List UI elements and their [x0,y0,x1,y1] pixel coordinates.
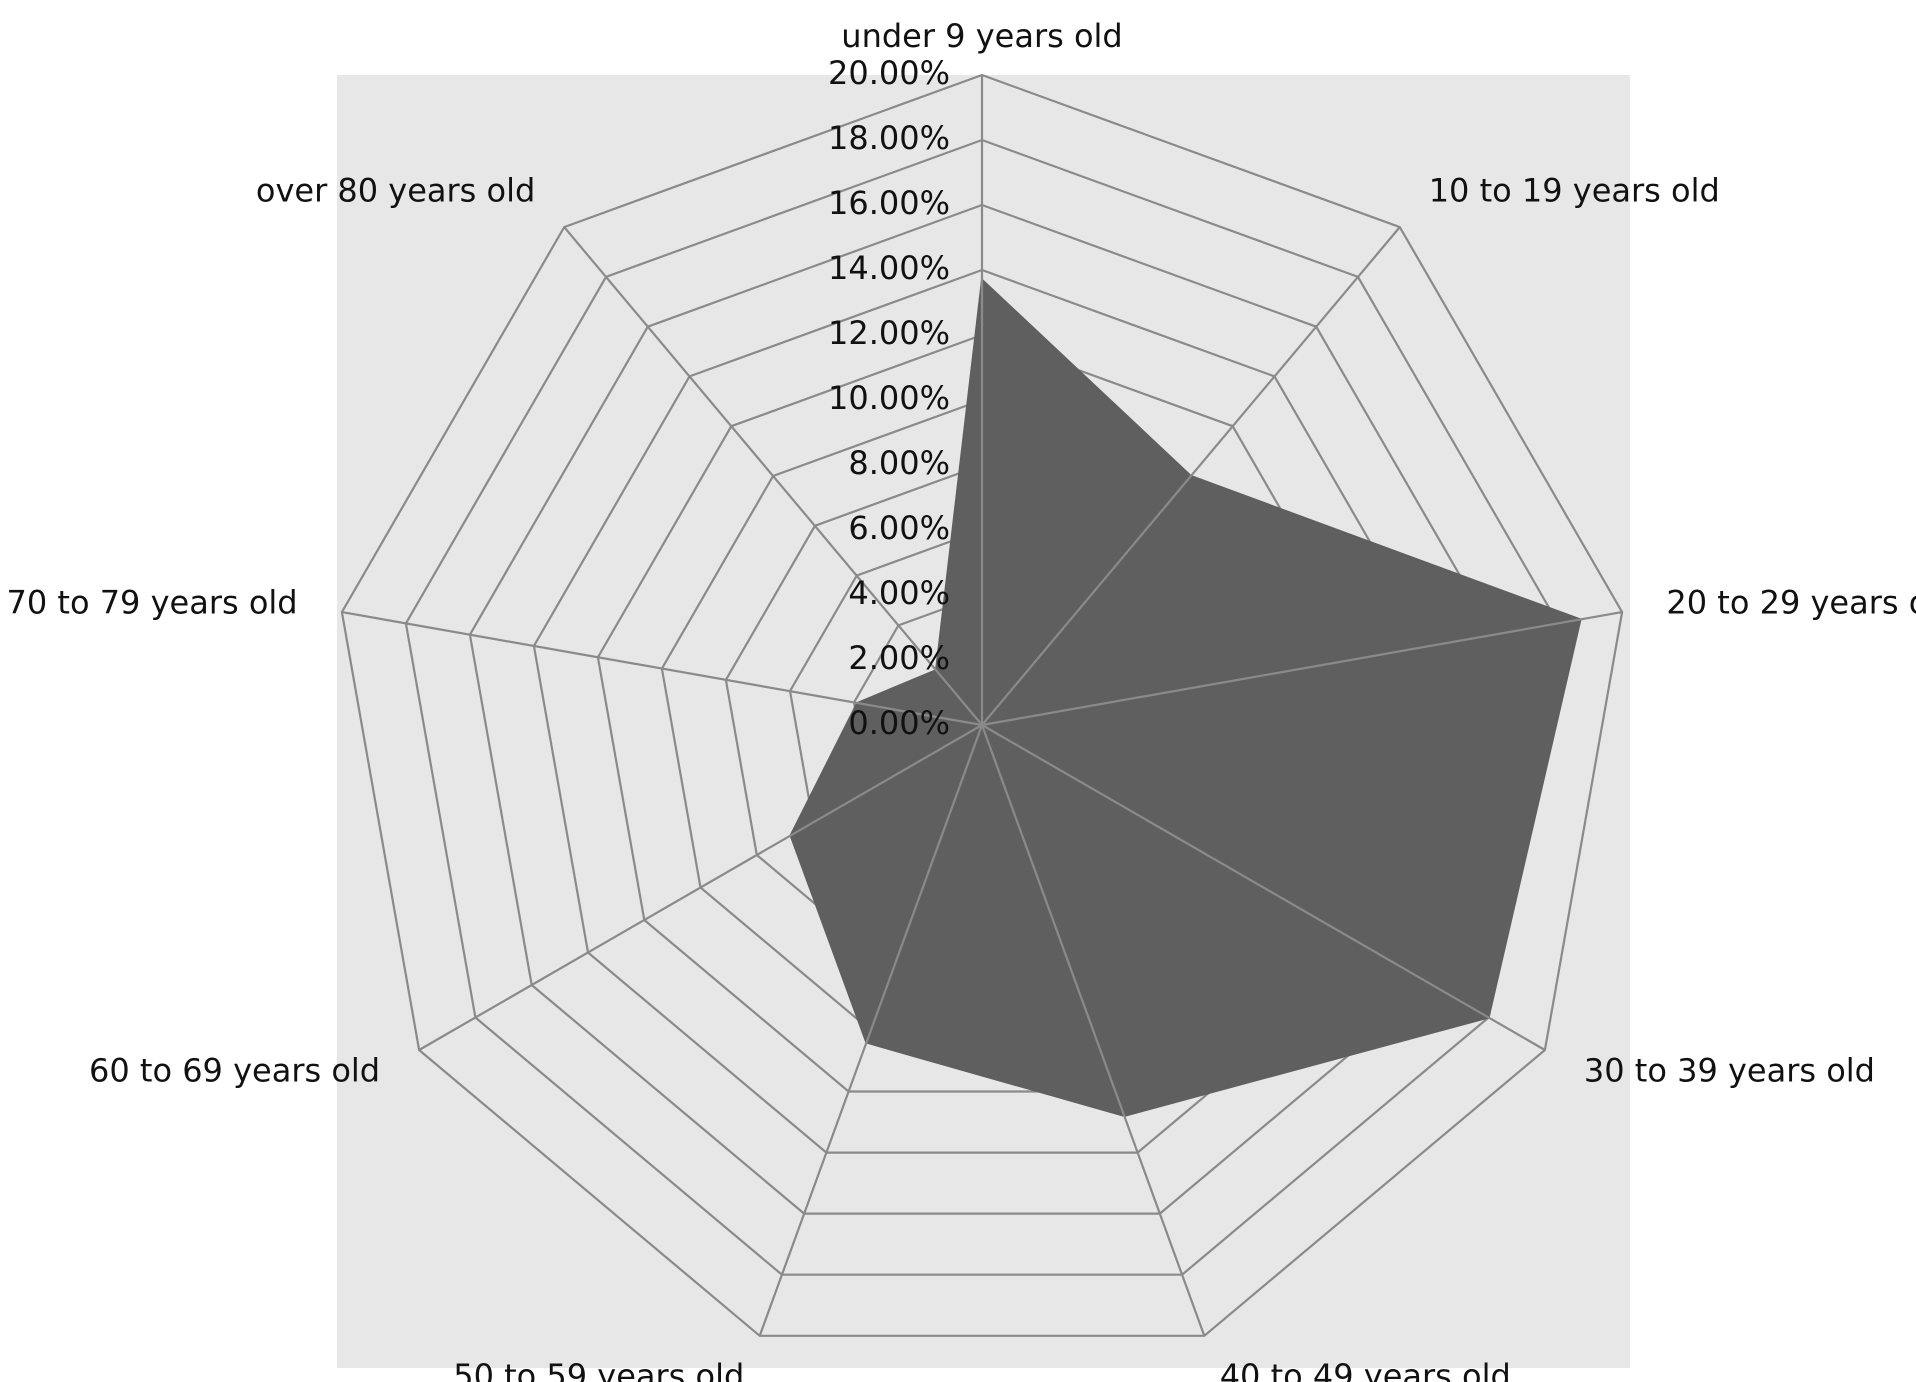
value-axis-ticks: 0.00% 2.00% 4.00% 6.00% 8.00% 10.00% 12.00% 14.… [828,54,950,742]
category-label: under 9 years old [841,17,1122,55]
category-labels: under 9 years old 10 to 19 years old 20 to… [7,17,1916,1382]
series-area [789,278,1582,1117]
spoke-line [980,724,1206,1337]
tick-label: 16.00% [828,184,950,222]
category-label: 40 to 49 years old [1220,1357,1511,1382]
category-label: 60 to 69 years old [89,1052,380,1090]
tick-label: 10.00% [828,379,950,417]
spoke-line [341,611,983,727]
series-layer [789,278,1582,1117]
gridline-ring [468,203,1496,1215]
spoke-line [981,226,1401,726]
category-label: 20 to 29 years old [1666,583,1916,621]
category-label: 30 to 39 years old [1584,1052,1875,1090]
spoke-line [418,724,983,1051]
spoke-line [981,724,1546,1051]
gridline-ring [532,268,1432,1154]
tick-label: 4.00% [848,574,950,612]
tick-label: 20.00% [828,54,950,92]
category-label: 50 to 59 years old [453,1357,744,1382]
spoke-line [981,611,1623,727]
tick-label: 18.00% [828,119,950,157]
spoke-line [563,226,983,726]
gridline-ring [340,73,1624,1337]
tick-label: 0.00% [848,704,950,742]
tick-label: 6.00% [848,509,950,547]
tick-label: 14.00% [828,249,950,287]
category-label: 10 to 19 years old [1429,172,1720,210]
spoke-line [758,724,984,1337]
gridline-ring [404,138,1560,1276]
tick-label: 8.00% [848,444,950,482]
tick-label: 2.00% [848,639,950,677]
category-label: over 80 years old [256,172,535,210]
tick-label: 12.00% [828,314,950,352]
radar-spokes [341,75,1623,1337]
category-label: 70 to 79 years old [7,583,298,621]
